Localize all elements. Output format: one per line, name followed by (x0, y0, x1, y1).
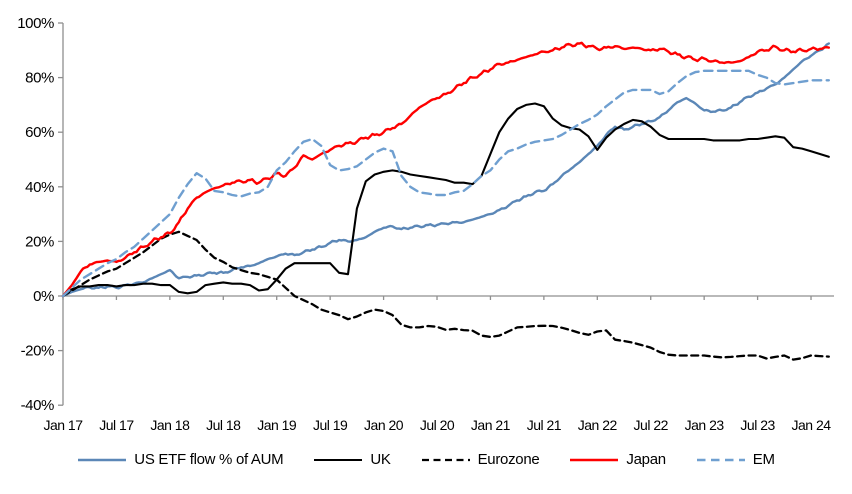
series-lines (61, 41, 830, 361)
y-tick-label: 80% (25, 70, 54, 87)
x-tick-label: Jan 18 (150, 417, 190, 433)
x-tick-label: Jan 23 (685, 417, 725, 433)
legend-label: Japan (626, 451, 666, 468)
legend-label: UK (370, 451, 391, 468)
legend-line-sample (314, 458, 363, 461)
y-tick-label: 0% (33, 288, 54, 305)
x-tick-label: Jul 22 (634, 417, 669, 433)
x-tick-label: Jan 17 (43, 417, 83, 433)
legend-item-japan: Japan (569, 451, 666, 468)
x-tick-label: Jan 21 (471, 417, 511, 433)
axes (58, 22, 834, 406)
legend-label: US ETF flow % of AUM (134, 451, 284, 468)
chart-legend: US ETF flow % of AUM UK Eurozone Japan EM (0, 451, 852, 468)
series-line-em (61, 69, 830, 298)
x-tick-label: Jan 22 (578, 417, 618, 433)
y-tick-label: -20% (21, 343, 54, 360)
x-tick-label: Jan 19 (257, 417, 297, 433)
y-tick-label: 60% (25, 124, 54, 141)
y-tick-label: -40% (21, 397, 54, 414)
x-tick-label: Jul 18 (206, 417, 241, 433)
legend-line-sample (421, 458, 470, 461)
y-tick-label: 40% (25, 179, 54, 196)
legend-label: Eurozone (477, 451, 540, 468)
legend-item-eurozone: Eurozone (421, 451, 540, 468)
x-tick-label: Jul 19 (313, 417, 348, 433)
x-tick-label: Jan 24 (791, 417, 831, 433)
x-tick-label: Jul 20 (420, 417, 455, 433)
x-axis-labels: Jan 17 Jul 17 Jan 18 Jul 18 Jan 19 Jul 19 Jan … (43, 417, 831, 433)
legend-item-uk: UK (313, 451, 391, 468)
x-tick-label: Jul 21 (527, 417, 562, 433)
legend-label: EM (752, 451, 775, 468)
series-line-eurozone (61, 230, 830, 361)
series-line-uk (61, 102, 830, 298)
legend-item-us-etf-flow-of-aum: US ETF flow % of AUM (77, 451, 284, 468)
legend-line-sample (696, 458, 745, 461)
y-tick-label: 20% (25, 233, 54, 250)
legend-line-sample (570, 458, 619, 461)
x-tick-label: Jul 23 (740, 417, 775, 433)
legend-item-em: EM (696, 451, 775, 468)
legend-line-sample (78, 458, 127, 461)
x-tick-label: Jan 20 (364, 417, 404, 433)
y-axis-labels: 100% 80% 60% 40% 20% 0% -20% -40% (17, 15, 54, 414)
x-tick-label: Jul 17 (99, 417, 134, 433)
series-line-us-etf-flow-of-aum (61, 42, 830, 298)
series-line-japan (61, 41, 830, 298)
y-tick-label: 100% (17, 15, 54, 32)
